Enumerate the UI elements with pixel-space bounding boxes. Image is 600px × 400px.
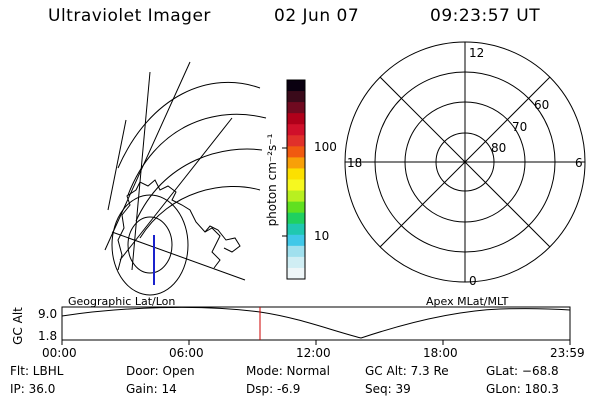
apex-coords-title: Apex MLat/MLT: [426, 295, 509, 308]
geo-longitude-info: GLon: 180.3: [486, 382, 559, 396]
geographic-coords-title: Geographic Lat/Lon: [68, 295, 176, 308]
colorbar-band: [287, 245, 305, 258]
time-tick-3: 18:00: [423, 346, 458, 360]
orbit-altitude-curve: [61, 306, 571, 339]
colorbar-band: [287, 146, 305, 158]
colorbar-band: [287, 179, 305, 192]
map-lat-arc: [117, 81, 261, 169]
mlt-label-dusk: 18: [347, 156, 363, 170]
mlt-label-dawn: 6: [575, 156, 583, 170]
colorbar-band: [287, 201, 305, 214]
map-lon-line: [107, 119, 127, 211]
filter-info: Flt: LBHL: [10, 364, 64, 378]
dsp-info: Dsp: -6.9: [246, 382, 301, 396]
gain-info: Gain: 14: [126, 382, 177, 396]
map-lon-line: [119, 117, 233, 261]
ip-info: IP: 36.0: [10, 382, 56, 396]
observation-date: 02 Jun 07: [274, 6, 360, 26]
time-tick-0: 00:00: [42, 346, 77, 360]
lat-label-80: 80: [491, 141, 507, 155]
colorbar-band: [287, 234, 305, 247]
map-lon-line: [131, 71, 151, 271]
colorbar-band: [287, 124, 305, 136]
colorbar-tick-100: 100: [314, 140, 337, 154]
colorbar-band: [287, 190, 305, 203]
colorbar-band: [287, 212, 305, 225]
colorbar-band: [287, 256, 305, 269]
map-lat-arc: [135, 148, 263, 222]
map-lon-line: [104, 61, 191, 251]
colorbar-band: [287, 267, 305, 280]
colorbar-band: [287, 102, 305, 114]
colorbar-band: [287, 135, 305, 147]
lat-label-70: 70: [512, 120, 528, 134]
mlt-label-noon: 12: [469, 46, 485, 60]
map-lat-circle: [127, 216, 173, 274]
colorbar-band: [287, 168, 305, 181]
antarctic-coastline: [117, 179, 221, 271]
instrument-title: Ultraviolet Imager: [48, 6, 211, 26]
door-info: Door: Open: [126, 364, 195, 378]
colorbar-band: [287, 113, 305, 125]
antarctic-coastline: [204, 225, 241, 253]
time-tick-4: 23:59: [550, 346, 585, 360]
colorbar-tick-10: 10: [314, 229, 330, 243]
colorbar-band: [287, 80, 305, 92]
gc-altitude-info: GC Alt: 7.3 Re: [365, 364, 449, 378]
altitude-tick-low: 1.8: [38, 329, 58, 343]
map-lon-line: [111, 231, 246, 281]
altitude-tick-high: 9.0: [38, 307, 58, 321]
mlt-label-midnight: 0: [469, 274, 477, 288]
colorbar-band: [287, 91, 305, 103]
colorbar-band: [287, 157, 305, 170]
time-tick-1: 06:00: [169, 346, 204, 360]
lat-label-60: 60: [534, 98, 550, 112]
colorbar-band: [287, 223, 305, 236]
time-tick-2: 12:00: [296, 346, 331, 360]
map-lat-arc: [127, 113, 267, 196]
observation-time: 09:23:57 UT: [430, 6, 541, 26]
geo-latitude-info: GLat: −68.8: [486, 364, 559, 378]
mode-info: Mode: Normal: [246, 364, 330, 378]
map-lat-arc: [139, 185, 261, 239]
sequence-info: Seq: 39: [365, 382, 411, 396]
map-lat-circle: [111, 194, 189, 296]
